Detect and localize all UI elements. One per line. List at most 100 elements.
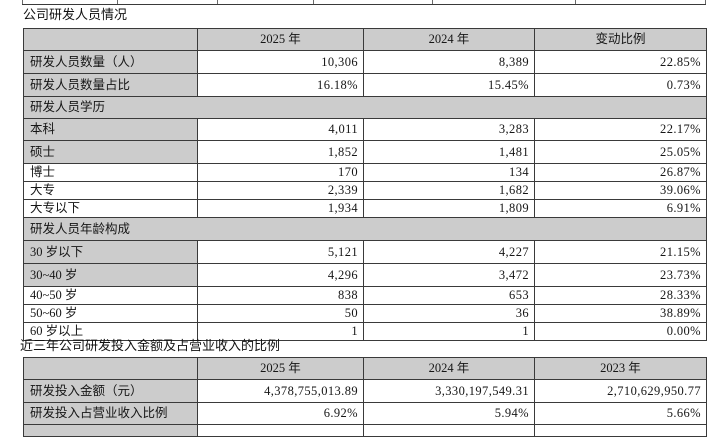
header-cell-year: 2023 年 [534, 357, 707, 380]
row-label: 研发投入金额（元） [23, 379, 198, 403]
value-cell: 1 [197, 322, 364, 341]
section-row: 研发人员年龄构成 [23, 217, 707, 241]
header-cell-year: 2025 年 [197, 28, 364, 51]
value-cell: 38.89% [534, 304, 707, 323]
table-row: 大专 2,339 1,682 39.06% [23, 181, 707, 200]
value-cell: 16.18% [197, 73, 364, 97]
row-label: 研发人员数量（人） [23, 50, 198, 74]
row-label: 大专以下 [23, 199, 198, 218]
table-border-stub [705, 0, 706, 4]
rd-personnel-title: 公司研发人员情况 [23, 7, 128, 22]
value-cell: 26.87% [534, 163, 707, 182]
value-cell [534, 424, 707, 437]
table-border-stub [575, 0, 576, 4]
row-label [23, 424, 198, 437]
table-row: 本科 4,011 3,283 22.17% [23, 118, 707, 141]
value-cell: 10,306 [197, 50, 364, 74]
table-row: 30 岁以下 5,121 4,227 21.15% [23, 240, 707, 264]
value-cell: 15.45% [363, 73, 535, 97]
row-label: 研发投入占营业收入比例 [23, 402, 198, 425]
table-border-stub [117, 0, 118, 4]
row-label: 30~40 岁 [23, 263, 198, 287]
document-page: 公司研发人员情况 2025 年 2024 年变动比例 研发人员数量（人） 10,306… [20, 0, 707, 437]
value-cell: 1 [363, 322, 535, 341]
value-cell [363, 424, 535, 437]
value-cell: 3,330,197,549.31 [363, 379, 535, 403]
value-cell: 23.73% [534, 263, 707, 287]
row-label: 60 岁以上 [23, 322, 198, 341]
value-cell: 2,710,629,950.77 [534, 379, 707, 403]
table-row: 研发投入金额（元） 4,378,755,013.89 3,330,197,549.3… [23, 379, 707, 403]
row-label: 30 岁以下 [23, 240, 198, 264]
value-cell: 3,283 [363, 118, 535, 141]
value-cell: 50 [197, 304, 364, 323]
cropped-table-above [22, 0, 706, 5]
header-cell-year: 2025 年 [197, 357, 364, 380]
value-cell [197, 424, 364, 437]
table-row: 博士 170 134 26.87% [23, 163, 707, 182]
table-border-stub [313, 0, 314, 4]
value-cell: 6.92% [197, 402, 364, 425]
rd-investment-title: 近三年公司研发投入金额及占营业收入的比例 [20, 338, 281, 353]
value-cell: 653 [363, 286, 535, 305]
value-cell: 2,339 [197, 181, 364, 200]
value-cell: 5.66% [534, 402, 707, 425]
table-row: 硕士 1,852 1,481 25.05% [23, 140, 707, 164]
value-cell: 4,227 [363, 240, 535, 264]
table-row: 30~40 岁 4,296 3,472 23.73% [23, 263, 707, 287]
row-label: 50~60 岁 [23, 304, 198, 323]
value-cell: 4,011 [197, 118, 364, 141]
value-cell: 170 [197, 163, 364, 182]
value-cell: 1,809 [363, 199, 535, 218]
value-cell: 1,934 [197, 199, 364, 218]
header-cell-empty [23, 357, 198, 380]
row-label: 研发人员数量占比 [23, 73, 198, 97]
value-cell: 134 [363, 163, 535, 182]
header-row: 2025 年 2024 年变动比例 [23, 28, 707, 51]
section-row: 研发人员学历 [23, 96, 707, 119]
section-label: 研发人员学历 [23, 96, 707, 119]
value-cell: 1,481 [363, 140, 535, 164]
table-row: 研发人员数量（人） 10,306 8,389 22.85% [23, 50, 707, 74]
row-label: 本科 [23, 118, 198, 141]
value-cell: 6.91% [534, 199, 707, 218]
value-cell: 1,852 [197, 140, 364, 164]
value-cell: 5.94% [363, 402, 535, 425]
row-label: 40~50 岁 [23, 286, 198, 305]
table-row [23, 424, 707, 437]
value-cell: 25.05% [534, 140, 707, 164]
value-cell: 21.15% [534, 240, 707, 264]
value-cell: 0.00% [534, 322, 707, 341]
value-cell: 39.06% [534, 181, 707, 200]
table-row: 60 岁以上 1 1 0.00% [23, 322, 707, 341]
value-cell: 22.17% [534, 118, 707, 141]
table-row: 40~50 岁 838 653 28.33% [23, 286, 707, 305]
rd-personnel-table: 2025 年 2024 年变动比例 研发人员数量（人） 10,306 8,389 22.8… [23, 28, 707, 341]
table-border-stub [22, 0, 23, 4]
value-cell: 1,682 [363, 181, 535, 200]
table-row: 研发投入占营业收入比例 6.92% 5.94% 5.66% [23, 402, 707, 425]
header-cell-year: 2024 年 [363, 357, 535, 380]
value-cell: 22.85% [534, 50, 707, 74]
row-label: 硕士 [23, 140, 198, 164]
value-cell: 28.33% [534, 286, 707, 305]
rd-investment-table: 2025 年 2024 年 2023 年研发投入金额（元） 4,378,755,013… [23, 357, 707, 437]
value-cell: 3,472 [363, 263, 535, 287]
header-row: 2025 年 2024 年 2023 年 [23, 357, 707, 380]
header-cell-empty [23, 28, 198, 51]
table-border-stub [217, 0, 218, 4]
table-row: 大专以下 1,934 1,809 6.91% [23, 199, 707, 218]
value-cell: 838 [197, 286, 364, 305]
section-label: 研发人员年龄构成 [23, 217, 707, 241]
value-cell: 5,121 [197, 240, 364, 264]
value-cell: 4,296 [197, 263, 364, 287]
table-row: 研发人员数量占比 16.18% 15.45% 0.73% [23, 73, 707, 97]
header-cell-year: 2024 年 [363, 28, 535, 51]
value-cell: 4,378,755,013.89 [197, 379, 364, 403]
row-label: 博士 [23, 163, 198, 182]
row-label: 大专 [23, 181, 198, 200]
value-cell: 8,389 [363, 50, 535, 74]
value-cell: 0.73% [534, 73, 707, 97]
table-row: 50~60 岁 50 36 38.89% [23, 304, 707, 323]
value-cell: 36 [363, 304, 535, 323]
